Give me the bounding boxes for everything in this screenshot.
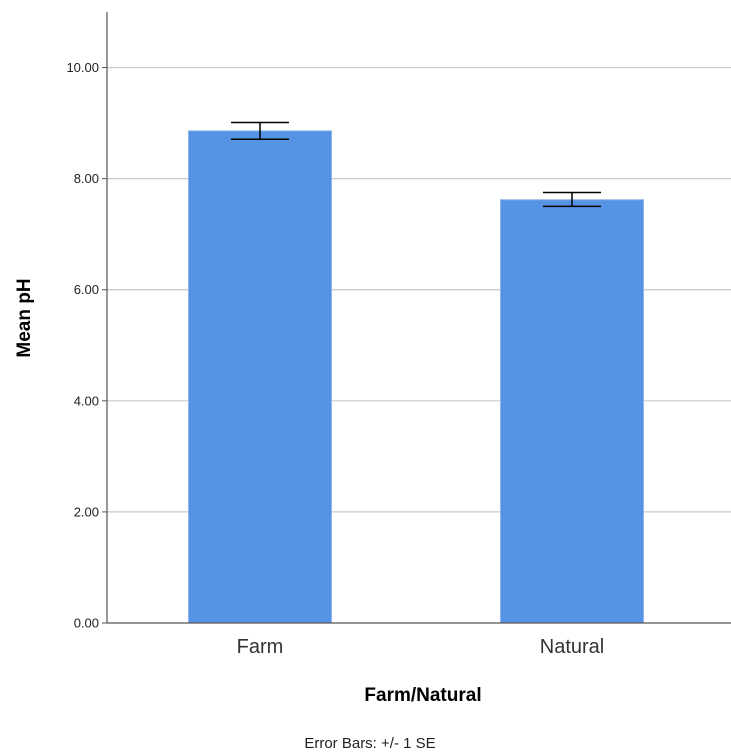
bars bbox=[188, 130, 644, 624]
axes bbox=[106, 12, 731, 624]
x-tick-label-natural: Natural bbox=[540, 636, 604, 658]
x-axis-title: Farm/Natural bbox=[364, 685, 481, 706]
x-tick-labels: Farm Natural bbox=[237, 636, 605, 658]
y-tick-label: 2.00 bbox=[74, 504, 99, 519]
y-tick-labels: 0.00 2.00 4.00 6.00 8.00 10.00 bbox=[66, 60, 99, 630]
y-tick-label: 8.00 bbox=[74, 171, 99, 186]
y-tick-label: 0.00 bbox=[74, 616, 99, 631]
y-tick-label: 4.00 bbox=[74, 393, 99, 408]
y-tick-label: 10.00 bbox=[66, 60, 99, 75]
y-axis-title: Mean pH bbox=[14, 278, 35, 357]
error-bars-note: Error Bars: +/- 1 SE bbox=[304, 735, 435, 752]
error-bar-farm bbox=[231, 121, 289, 140]
bar-farm bbox=[188, 130, 332, 624]
error-bar-natural bbox=[543, 191, 601, 208]
error-bars bbox=[231, 121, 601, 208]
x-tick-label-farm: Farm bbox=[237, 636, 284, 658]
bar-natural bbox=[500, 199, 644, 624]
y-tick-label: 6.00 bbox=[74, 282, 99, 297]
